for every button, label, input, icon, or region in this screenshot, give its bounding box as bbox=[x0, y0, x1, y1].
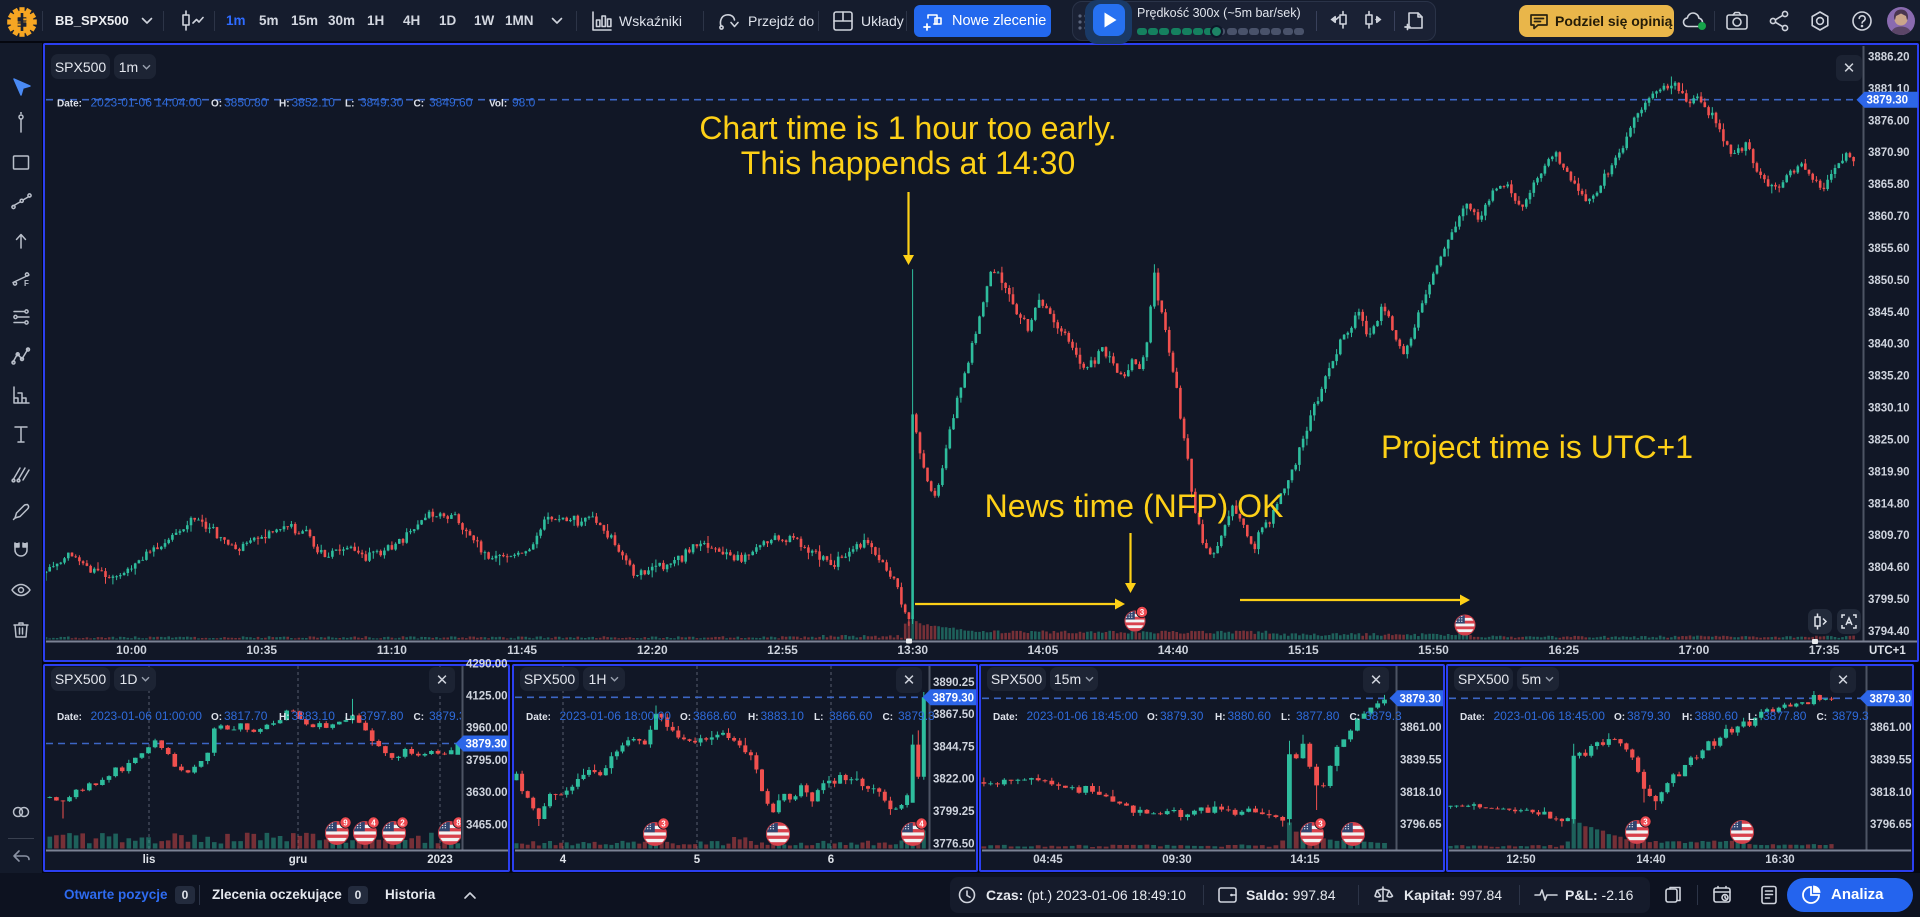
svg-text:F: F bbox=[24, 279, 29, 288]
